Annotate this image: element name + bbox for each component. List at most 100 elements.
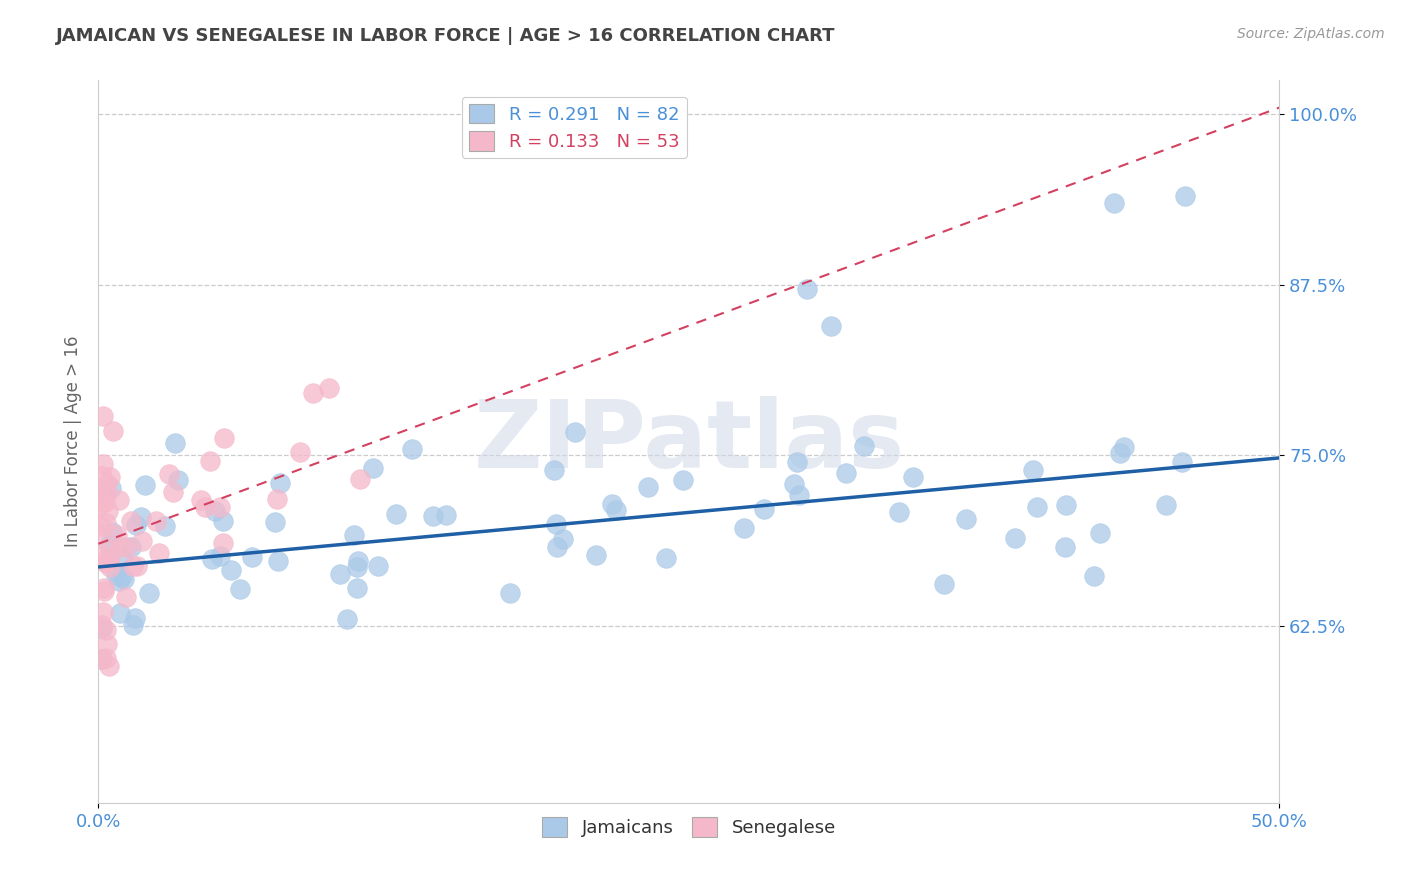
Point <box>543 463 565 477</box>
Point <box>96 475 118 490</box>
Point <box>115 541 138 555</box>
Point <box>796 282 818 296</box>
Point <box>401 442 423 456</box>
Point <box>200 453 222 467</box>
Point <box>94 495 117 509</box>
Point <box>1054 498 1077 512</box>
Point <box>1083 569 1105 583</box>
Point <box>1025 500 1047 515</box>
Point <box>87 500 110 515</box>
Point <box>90 519 112 533</box>
Point <box>212 431 235 445</box>
Point <box>90 618 112 632</box>
Point <box>90 485 112 500</box>
Point <box>346 559 368 574</box>
Point <box>194 500 217 515</box>
Point <box>302 385 325 400</box>
Point <box>346 554 368 568</box>
Point <box>887 505 910 519</box>
Point <box>121 559 143 574</box>
Point <box>134 478 156 492</box>
Point <box>564 425 586 440</box>
Point <box>266 492 288 507</box>
Point <box>820 318 842 333</box>
Point <box>343 528 366 542</box>
Point <box>131 509 153 524</box>
Text: ZIPatlas: ZIPatlas <box>474 395 904 488</box>
Point <box>932 577 955 591</box>
Point <box>318 381 340 395</box>
Point <box>94 623 117 637</box>
Point <box>90 469 112 483</box>
Point <box>1171 455 1194 469</box>
Point <box>553 532 575 546</box>
Point <box>190 493 212 508</box>
Point <box>98 543 121 558</box>
Point <box>329 567 352 582</box>
Point <box>120 540 142 554</box>
Text: JAMAICAN VS SENEGALESE IN LABOR FORCE | AGE > 16 CORRELATION CHART: JAMAICAN VS SENEGALESE IN LABOR FORCE | … <box>56 27 835 45</box>
Point <box>499 586 522 600</box>
Point <box>108 606 131 620</box>
Point <box>111 552 134 566</box>
Point <box>111 569 134 583</box>
Point <box>105 527 128 541</box>
Point <box>204 504 226 518</box>
Point <box>96 556 118 570</box>
Point <box>1053 540 1076 554</box>
Point <box>546 516 568 531</box>
Point <box>269 475 291 490</box>
Legend: Jamaicans, Senegalese: Jamaicans, Senegalese <box>534 810 844 845</box>
Point <box>263 516 285 530</box>
Point <box>121 618 143 632</box>
Point <box>103 425 125 439</box>
Point <box>288 445 311 459</box>
Point <box>434 508 457 523</box>
Point <box>94 651 117 665</box>
Point <box>600 497 623 511</box>
Point <box>131 534 153 549</box>
Point <box>115 591 138 605</box>
Point <box>654 551 676 566</box>
Point <box>853 439 876 453</box>
Point <box>1004 531 1026 545</box>
Point <box>108 574 131 588</box>
Point <box>361 460 384 475</box>
Point <box>90 652 112 666</box>
Point <box>89 486 111 500</box>
Point <box>1112 440 1135 454</box>
Point <box>336 612 359 626</box>
Y-axis label: In Labor Force | Age > 16: In Labor Force | Age > 16 <box>63 335 82 548</box>
Point <box>98 658 121 673</box>
Point <box>101 524 124 539</box>
Point <box>97 537 120 551</box>
Point <box>120 514 142 528</box>
Point <box>1174 189 1197 203</box>
Point <box>1022 463 1045 477</box>
Point <box>110 541 132 555</box>
Point <box>148 546 170 560</box>
Point <box>167 474 190 488</box>
Point <box>229 582 252 596</box>
Point <box>384 508 406 522</box>
Point <box>124 611 146 625</box>
Point <box>901 470 924 484</box>
Point <box>125 518 148 533</box>
Point <box>96 516 118 530</box>
Point <box>93 584 115 599</box>
Point <box>733 520 755 534</box>
Point <box>219 563 242 577</box>
Point <box>138 586 160 600</box>
Point <box>162 484 184 499</box>
Point <box>422 508 444 523</box>
Point <box>789 488 811 502</box>
Point <box>89 527 111 541</box>
Point <box>145 514 167 528</box>
Point <box>211 536 233 550</box>
Point <box>585 548 607 562</box>
Point <box>91 622 114 636</box>
Point <box>835 466 858 480</box>
Point <box>672 473 695 487</box>
Point <box>91 457 114 471</box>
Point <box>605 502 627 516</box>
